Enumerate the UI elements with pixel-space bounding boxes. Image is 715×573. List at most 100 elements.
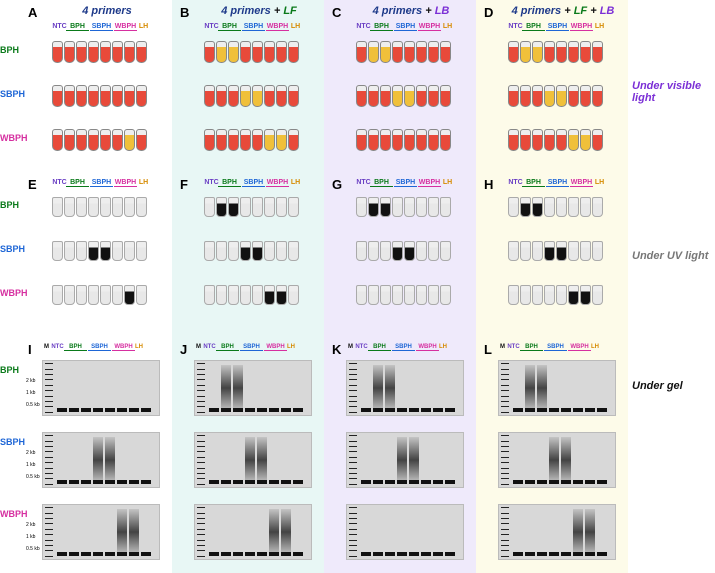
sample-label: WBPH [570,23,593,31]
ladder-band [501,513,509,514]
tube [416,41,427,63]
ladder-band [197,556,205,557]
ladder-band [349,534,357,535]
tube [416,129,427,151]
gel-bottom-band [361,480,371,484]
sample-label-text: BPH [222,179,237,186]
gel-smear [385,365,395,411]
tube-row-uv [52,197,147,217]
tube-row [204,41,299,63]
gel-smear [269,509,279,555]
sample-underline [368,350,391,351]
tube [252,85,263,107]
tube-uv [252,285,263,305]
tube-uv [136,197,147,217]
sample-label-text: SBPH [396,179,415,186]
sample-label-text: LH [139,23,148,30]
tube-uv [380,197,391,217]
ladder-band [501,550,509,551]
row-label-left: SBPH [0,437,24,447]
tube [380,129,391,151]
tube [76,85,87,107]
gel-smear [117,509,127,555]
ladder-band [349,390,357,391]
panel-J: JMNTCBPHSBPHWBPHLH [176,340,326,570]
sample-label-text: NTC [52,179,66,186]
tube-uv [544,241,555,261]
sample-label: SBPH [394,23,417,31]
tube-row-uv [204,241,299,261]
gel-bottom-band [385,480,395,484]
tube [520,85,531,107]
ladder-band [197,385,205,386]
tube [240,41,251,63]
column-header-part: LF [283,5,296,17]
sample-underline [90,30,113,31]
ladder-band [45,457,53,458]
tube [440,41,451,63]
ladder-band [45,435,53,436]
gel-bottom-band [141,552,151,556]
tube-uv [568,241,579,261]
sample-label-text: NTC [355,344,367,350]
ladder-band [45,390,53,391]
tube [100,85,111,107]
gel-bottom-band [81,480,91,484]
tube [76,129,87,151]
ladder-band [349,385,357,386]
ladder-band [197,462,205,463]
tube-uv [112,197,123,217]
tube-uv [404,241,415,261]
tube-uv [392,241,403,261]
gel-bottom-band [445,480,455,484]
gel-bottom-band [397,552,407,556]
tube-uv [228,197,239,217]
sample-underline [394,30,417,31]
gel-bottom-band [585,480,595,484]
sample-underline [392,350,415,351]
ladder-band [501,435,509,436]
tube [404,129,415,151]
tube [288,85,299,107]
tube-uv [416,197,427,217]
tube-uv [264,197,275,217]
panel-K: KMNTCBPHSBPHWBPHLH [328,340,478,570]
gel-bottom-band [141,480,151,484]
sample-label: WBPH [418,179,441,187]
sample-label: NTC [52,344,63,351]
tube-row-uv [52,241,147,261]
gel-bottom-band [257,408,267,412]
ladder-band [197,457,205,458]
sample-label-text: SBPH [244,23,263,30]
sample-label-text: WBPH [419,23,440,30]
gel-size-label: 1 kb [26,390,35,396]
gel-ladder [349,361,357,415]
tube-row-uv [204,285,299,305]
tube [592,129,603,151]
tube-uv [76,285,87,305]
tube-uv [276,197,287,217]
sample-label-text: BPH [526,23,541,30]
tube-uv [240,285,251,305]
ladder-band [45,462,53,463]
column-header-part: LB [600,5,615,17]
sample-label: SBPH [90,23,113,31]
gel-bottom-band [361,408,371,412]
gel-bottom-band [573,408,583,412]
sample-label: LH [594,179,605,187]
panel-H: HNTCBPHSBPHWBPHLH [480,175,630,335]
tube [52,129,63,151]
tube-uv [380,241,391,261]
sample-header-row: MNTCBPHSBPHWBPHLH [346,344,446,351]
tube-uv [276,285,287,305]
tube-uv [88,241,99,261]
ladder-band [45,507,53,508]
sample-label: LH [138,23,149,31]
gel-bottom-band [549,408,559,412]
gel-image [498,504,616,560]
gel-bottom-band [409,552,419,556]
gel-smear [257,437,267,483]
sample-label: M [498,344,507,351]
sample-label-text: WBPH [115,23,136,30]
tube [508,85,519,107]
